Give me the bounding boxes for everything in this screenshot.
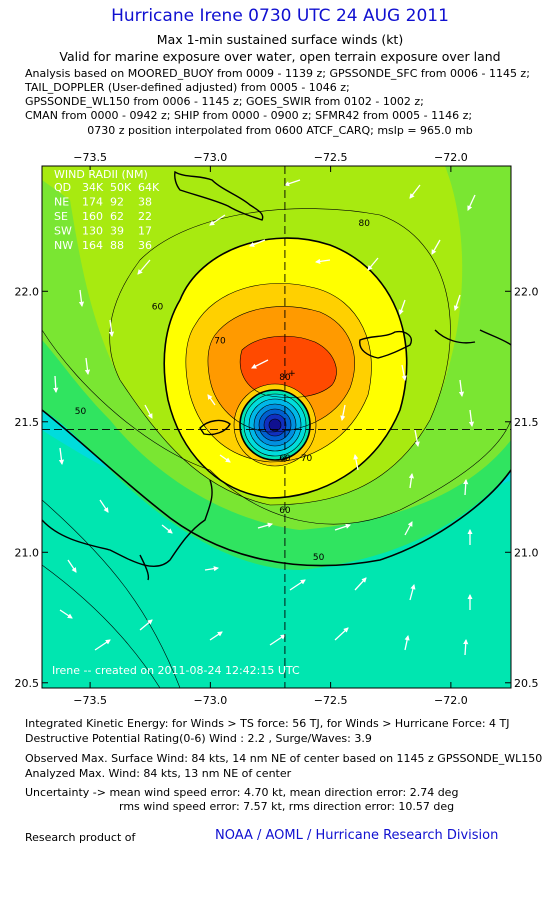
wind-radii-cell-1-2: 92 xyxy=(110,196,124,209)
storm-center-crosshair xyxy=(42,166,511,688)
y-tick-left-label-2: 21.5 xyxy=(15,416,40,429)
noaa-link[interactable]: NOAA / AOML / Hurricane Research Divisio… xyxy=(215,828,499,843)
contour-label-4: 50 xyxy=(75,407,87,417)
x-axis-bottom: −73.5 −73.0 −72.5 −72.0 xyxy=(73,682,468,707)
x-tick-bottom-label-3: −72.0 xyxy=(434,694,468,707)
x-tick-top-label-1: −73.0 xyxy=(193,151,227,164)
ike-line: Integrated Kinetic Energy: for Winds > T… xyxy=(25,717,510,730)
x-tick-top-label-0: −73.5 xyxy=(73,151,107,164)
wind-radii-cell-4-3: 36 xyxy=(138,239,152,252)
research-label: Research product of xyxy=(25,831,136,844)
wind-radii-cell-1-1: 174 xyxy=(82,196,103,209)
x-tick-top-label-3: −72.0 xyxy=(434,151,468,164)
wind-radii-cell-2-1: 160 xyxy=(82,210,103,223)
wind-radii-cell-3-0: SW xyxy=(54,225,72,238)
dpr-line: Destructive Potential Rating(0-6) Wind :… xyxy=(25,732,372,745)
contour-lines xyxy=(42,208,511,688)
y-tick-right-label-2: 21.5 xyxy=(514,416,539,429)
x-tick-bottom-label-1: −73.0 xyxy=(193,694,227,707)
x-tick-top-label-2: −72.5 xyxy=(314,151,348,164)
wind-radii-cell-4-0: NW xyxy=(54,239,73,252)
wind-radii-cell-3-1: 130 xyxy=(82,225,103,238)
wind-radii-cell-0-0: QD xyxy=(54,181,71,194)
analysis-line-3: GPSSONDE_WL150 from 0006 - 1145 z; GOES_… xyxy=(25,95,424,108)
contour-label-6: 60 xyxy=(279,454,291,464)
wind-speed-field xyxy=(42,166,511,688)
wind-radii-cell-2-0: SE xyxy=(54,210,68,223)
wind-radii-cell-2-2: 62 xyxy=(110,210,124,223)
contour-label-8: 50 xyxy=(313,553,325,563)
wind-vectors xyxy=(53,179,476,656)
contour-label-3: 80 xyxy=(279,373,291,383)
analyzed-max-line: Analyzed Max. Wind: 84 kts, 13 nm NE of … xyxy=(25,767,292,780)
wind-radii-cell-0-1: 34K xyxy=(82,181,104,194)
wind-radii-cell-4-1: 164 xyxy=(82,239,103,252)
exposure-note: Valid for marine exposure over water, op… xyxy=(59,49,501,64)
x-tick-bottom-label-0: −73.5 xyxy=(73,694,107,707)
y-tick-left-label-1: 21.0 xyxy=(15,546,40,559)
x-tick-bottom-label-2: −72.5 xyxy=(314,694,348,707)
chart-subtitle: Max 1-min sustained surface winds (kt) xyxy=(156,32,404,47)
uncertainty-line-1: Uncertainty -> mean wind speed error: 4.… xyxy=(25,786,459,799)
contour-labels: 80 60 70 80 50 70 60 60 50 xyxy=(75,219,371,563)
y-tick-right-label-3: 22.0 xyxy=(514,285,539,298)
analysis-line-1: Analysis based on MOORED_BUOY from 0009 … xyxy=(25,67,530,80)
wind-radii-cell-1-3: 38 xyxy=(138,196,152,209)
contour-label-5: 70 xyxy=(301,454,313,464)
y-tick-right-label-1: 21.0 xyxy=(514,546,539,559)
position-note: 0730 z position interpolated from 0600 A… xyxy=(87,124,473,137)
coastlines xyxy=(42,170,511,581)
x-axis-top: −73.5 −73.0 −72.5 −72.0 xyxy=(73,151,468,172)
plot-frame xyxy=(41,165,512,689)
observed-max-line: Observed Max. Surface Wind: 84 kts, 14 n… xyxy=(25,752,543,765)
wind-radii-cell-2-3: 22 xyxy=(138,210,152,223)
wind-radii-cell-0-2: 50K xyxy=(110,181,132,194)
analysis-line-4: CMAN from 0000 - 0942 z; SHIP from 0000 … xyxy=(25,109,473,122)
wind-radii-cell-0-3: 64K xyxy=(138,181,160,194)
wind-radii-title: WIND RADII (NM) xyxy=(54,168,148,181)
wind-radii-cell-3-2: 39 xyxy=(110,225,124,238)
contour-label-0: 80 xyxy=(359,219,371,229)
uncertainty-line-2: rms wind speed error: 7.57 kt, rms direc… xyxy=(119,800,455,813)
y-axis-right: 20.5 21.0 21.5 22.0 xyxy=(505,285,539,690)
contour-label-7: 60 xyxy=(279,506,291,516)
chart-title: Hurricane Irene 0730 UTC 24 AUG 2011 xyxy=(111,6,449,26)
wind-radii-cell-3-3: 17 xyxy=(138,225,152,238)
wind-radii-cell-4-2: 88 xyxy=(110,239,124,252)
wind-radii-table: WIND RADII (NM) QD 34K 50K 64K NE 174 92 38 SE 16… xyxy=(54,168,160,252)
y-tick-right-label-0: 20.5 xyxy=(514,677,539,690)
creation-credit: Irene -- created on 2011-08-24 12:42:15 … xyxy=(52,664,300,677)
contour-label-2: 70 xyxy=(214,336,226,346)
y-axis-left: 20.5 21.0 21.5 22.0 xyxy=(15,285,48,690)
y-tick-left-label-3: 22.0 xyxy=(15,285,40,298)
y-tick-left-label-0: 20.5 xyxy=(15,677,40,690)
wind-radii-cell-1-0: NE xyxy=(54,196,69,209)
contour-label-1: 60 xyxy=(152,303,164,313)
analysis-line-2: TAIL_DOPPLER (User-defined adjusted) fro… xyxy=(25,81,350,94)
max-wind-marker: + xyxy=(288,369,296,379)
